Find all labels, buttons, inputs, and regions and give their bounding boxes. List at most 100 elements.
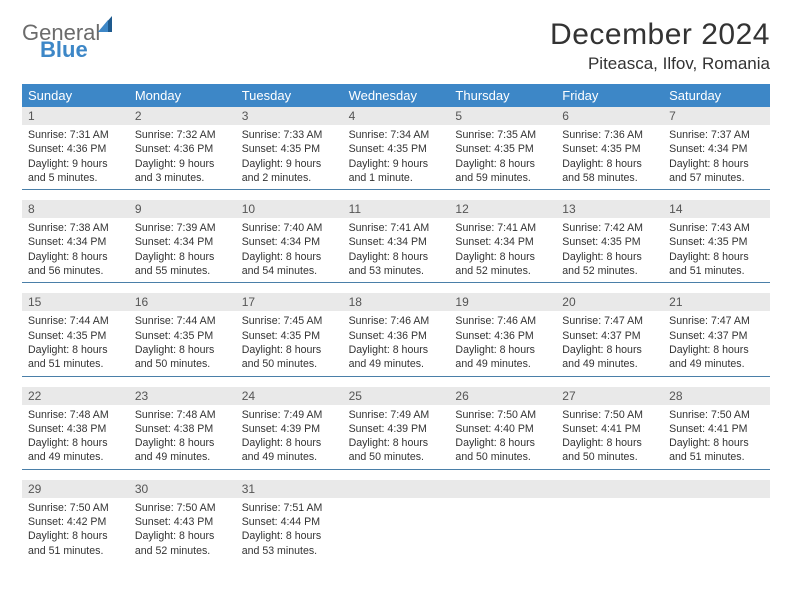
sunrise-text: Sunrise: 7:34 AM <box>349 128 444 142</box>
calendar-day: 17Sunrise: 7:45 AMSunset: 4:35 PMDayligh… <box>236 293 343 375</box>
daylight-text: Daylight: 8 hours and 51 minutes. <box>28 529 123 558</box>
day-details: Sunrise: 7:44 AMSunset: 4:35 PMDaylight:… <box>22 311 129 375</box>
day-details: Sunrise: 7:50 AMSunset: 4:41 PMDaylight:… <box>663 405 770 469</box>
sunset-text: Sunset: 4:38 PM <box>28 422 123 436</box>
calendar-day: 29Sunrise: 7:50 AMSunset: 4:42 PMDayligh… <box>22 480 129 562</box>
calendar-day: 4 Sunrise: 7:34 AMSunset: 4:35 PMDaylight… <box>343 107 450 189</box>
day-number: 1 <box>22 107 129 125</box>
calendar-day: 23Sunrise: 7:48 AMSunset: 4:38 PMDayligh… <box>129 387 236 469</box>
calendar-day: 6Sunrise: 7:36 AMSunset: 4:35 PMDaylight… <box>556 107 663 189</box>
sunset-text: Sunset: 4:37 PM <box>562 329 657 343</box>
weekday-header-row: SundayMondayTuesdayWednesdayThursdayFrid… <box>22 84 770 107</box>
day-details: Sunrise: 7:32 AMSunset: 4:36 PMDaylight:… <box>129 125 236 189</box>
sunrise-text: Sunrise: 7:32 AM <box>135 128 230 142</box>
day-details: Sunrise: 7:31 AMSunset: 4:36 PMDaylight:… <box>22 125 129 189</box>
calendar-day: 13Sunrise: 7:42 AMSunset: 4:35 PMDayligh… <box>556 200 663 282</box>
brand-logo: General Blue <box>22 18 120 68</box>
calendar-day: 20Sunrise: 7:47 AMSunset: 4:37 PMDayligh… <box>556 293 663 375</box>
calendar-day: 22Sunrise: 7:48 AMSunset: 4:38 PMDayligh… <box>22 387 129 469</box>
sunrise-text: Sunrise: 7:40 AM <box>242 221 337 235</box>
day-number: 13 <box>556 200 663 218</box>
sunset-text: Sunset: 4:34 PM <box>669 142 764 156</box>
month-title: December 2024 <box>550 18 770 52</box>
daylight-text: Daylight: 9 hours and 1 minute. <box>349 157 444 186</box>
calendar-day: 7Sunrise: 7:37 AMSunset: 4:34 PMDaylight… <box>663 107 770 189</box>
weekday-header: Saturday <box>663 84 770 107</box>
logo-sail-icon <box>98 16 118 37</box>
sunrise-text: Sunrise: 7:43 AM <box>669 221 764 235</box>
day-number: 28 <box>663 387 770 405</box>
sunset-text: Sunset: 4:35 PM <box>28 329 123 343</box>
calendar-page: General Blue December 2024 Piteasca, Ilf… <box>0 0 792 572</box>
sunset-text: Sunset: 4:35 PM <box>349 142 444 156</box>
day-number: 5 <box>449 107 556 125</box>
day-number <box>556 480 663 498</box>
day-number: 18 <box>343 293 450 311</box>
calendar-day: 25Sunrise: 7:49 AMSunset: 4:39 PMDayligh… <box>343 387 450 469</box>
calendar-day: 19Sunrise: 7:46 AMSunset: 4:36 PMDayligh… <box>449 293 556 375</box>
calendar-day: 2Sunrise: 7:32 AMSunset: 4:36 PMDaylight… <box>129 107 236 189</box>
calendar-day: 21Sunrise: 7:47 AMSunset: 4:37 PMDayligh… <box>663 293 770 375</box>
sunset-text: Sunset: 4:40 PM <box>455 422 550 436</box>
calendar-week: 8Sunrise: 7:38 AMSunset: 4:34 PMDaylight… <box>22 200 770 283</box>
day-number: 12 <box>449 200 556 218</box>
calendar-day: 5Sunrise: 7:35 AMSunset: 4:35 PMDaylight… <box>449 107 556 189</box>
calendar-day-empty <box>556 480 663 562</box>
day-number: 24 <box>236 387 343 405</box>
weekday-header: Friday <box>556 84 663 107</box>
day-number: 19 <box>449 293 556 311</box>
sunrise-text: Sunrise: 7:41 AM <box>455 221 550 235</box>
sunrise-text: Sunrise: 7:44 AM <box>135 314 230 328</box>
day-number <box>449 480 556 498</box>
title-block: December 2024 Piteasca, Ilfov, Romania <box>550 18 770 74</box>
day-number: 20 <box>556 293 663 311</box>
day-details: Sunrise: 7:50 AMSunset: 4:43 PMDaylight:… <box>129 498 236 562</box>
calendar-day: 31Sunrise: 7:51 AMSunset: 4:44 PMDayligh… <box>236 480 343 562</box>
sunset-text: Sunset: 4:35 PM <box>135 329 230 343</box>
daylight-text: Daylight: 8 hours and 51 minutes. <box>28 343 123 372</box>
sunset-text: Sunset: 4:34 PM <box>242 235 337 249</box>
day-details: Sunrise: 7:35 AMSunset: 4:35 PMDaylight:… <box>449 125 556 189</box>
day-number: 25 <box>343 387 450 405</box>
sunrise-text: Sunrise: 7:46 AM <box>455 314 550 328</box>
sunrise-text: Sunrise: 7:49 AM <box>242 408 337 422</box>
day-details: Sunrise: 7:39 AMSunset: 4:34 PMDaylight:… <box>129 218 236 282</box>
sunset-text: Sunset: 4:41 PM <box>669 422 764 436</box>
day-details: Sunrise: 7:48 AMSunset: 4:38 PMDaylight:… <box>22 405 129 469</box>
sunset-text: Sunset: 4:35 PM <box>455 142 550 156</box>
day-details: Sunrise: 7:46 AMSunset: 4:36 PMDaylight:… <box>449 311 556 375</box>
page-header: General Blue December 2024 Piteasca, Ilf… <box>22 18 770 74</box>
daylight-text: Daylight: 8 hours and 58 minutes. <box>562 157 657 186</box>
calendar-day: 11Sunrise: 7:41 AMSunset: 4:34 PMDayligh… <box>343 200 450 282</box>
daylight-text: Daylight: 9 hours and 2 minutes. <box>242 157 337 186</box>
daylight-text: Daylight: 8 hours and 53 minutes. <box>349 250 444 279</box>
calendar-day: 1Sunrise: 7:31 AMSunset: 4:36 PMDaylight… <box>22 107 129 189</box>
calendar-day: 24Sunrise: 7:49 AMSunset: 4:39 PMDayligh… <box>236 387 343 469</box>
day-details: Sunrise: 7:43 AMSunset: 4:35 PMDaylight:… <box>663 218 770 282</box>
sunrise-text: Sunrise: 7:33 AM <box>242 128 337 142</box>
sunset-text: Sunset: 4:35 PM <box>562 142 657 156</box>
sunset-text: Sunset: 4:34 PM <box>349 235 444 249</box>
sunrise-text: Sunrise: 7:38 AM <box>28 221 123 235</box>
daylight-text: Daylight: 8 hours and 49 minutes. <box>135 436 230 465</box>
sunrise-text: Sunrise: 7:50 AM <box>669 408 764 422</box>
daylight-text: Daylight: 8 hours and 50 minutes. <box>455 436 550 465</box>
day-number: 4 <box>343 107 450 125</box>
daylight-text: Daylight: 8 hours and 50 minutes. <box>349 436 444 465</box>
day-details: Sunrise: 7:42 AMSunset: 4:35 PMDaylight:… <box>556 218 663 282</box>
calendar-day: 3Sunrise: 7:33 AMSunset: 4:35 PMDaylight… <box>236 107 343 189</box>
calendar-week: 29Sunrise: 7:50 AMSunset: 4:42 PMDayligh… <box>22 480 770 562</box>
daylight-text: Daylight: 8 hours and 59 minutes. <box>455 157 550 186</box>
sunset-text: Sunset: 4:44 PM <box>242 515 337 529</box>
day-number: 23 <box>129 387 236 405</box>
day-number: 8 <box>22 200 129 218</box>
day-number: 27 <box>556 387 663 405</box>
sunrise-text: Sunrise: 7:47 AM <box>669 314 764 328</box>
sunset-text: Sunset: 4:38 PM <box>135 422 230 436</box>
day-number: 15 <box>22 293 129 311</box>
day-details: Sunrise: 7:37 AMSunset: 4:34 PMDaylight:… <box>663 125 770 189</box>
calendar-day: 16Sunrise: 7:44 AMSunset: 4:35 PMDayligh… <box>129 293 236 375</box>
day-number: 11 <box>343 200 450 218</box>
sunrise-text: Sunrise: 7:42 AM <box>562 221 657 235</box>
daylight-text: Daylight: 8 hours and 56 minutes. <box>28 250 123 279</box>
